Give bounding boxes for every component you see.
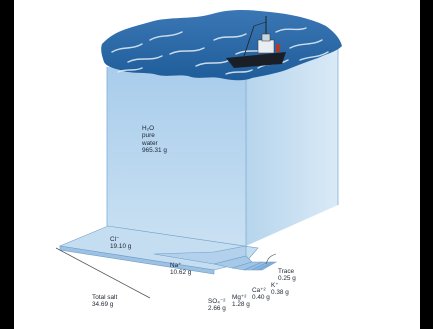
trace-name: Trace: [278, 268, 295, 275]
slab-chloride: [59, 245, 215, 275]
water-label: H₂O pure water 965.31 g: [142, 125, 167, 155]
water-name: H₂O: [142, 125, 155, 132]
water-line2: water: [142, 139, 158, 147]
potassium-label: K⁺ 0.38 g: [271, 282, 289, 297]
trace-leader: [265, 253, 277, 265]
slab-sodium: [153, 245, 247, 265]
chloride-mass: 19.10 g: [110, 243, 132, 251]
magnesium-label: Mg⁺² 1.28 g: [232, 294, 250, 309]
total-salt-label: Total salt 34.69 g: [92, 294, 117, 309]
wave-foam: [111, 27, 329, 75]
calcium-label: Ca⁺² 0.40 g: [252, 287, 270, 302]
sulfate-label: SO₄⁻² 2.66 g: [208, 298, 226, 313]
fishing-boat-icon: [226, 16, 286, 68]
sulfate-ion: SO₄⁻²: [208, 298, 226, 305]
total-salt-mass: 34.69 g: [92, 301, 114, 309]
sodium-mass: 10.62 g: [170, 269, 192, 277]
slab-trace: [256, 261, 278, 271]
water-block-side: [246, 48, 338, 246]
trace-mass: 0.25 g: [278, 275, 296, 283]
water-block-front: [107, 67, 246, 246]
water-mass: 965.31 g: [142, 147, 167, 155]
chloride-label: Cl⁻ 19.10 g: [110, 236, 131, 251]
sodium-label: Na⁺ 10.62 g: [170, 262, 191, 277]
calcium-ion: Ca⁺²: [252, 287, 266, 294]
magnesium-ion: Mg⁺²: [232, 294, 247, 301]
chloride-ion: Cl⁻: [110, 236, 120, 243]
sulfate-mass: 2.66 g: [208, 305, 226, 313]
water-line1: pure: [142, 132, 155, 140]
trace-label: Trace 0.25 g: [278, 268, 296, 283]
salt-slabs: [58, 225, 278, 275]
sodium-ion: Na⁺: [170, 262, 182, 269]
potassium-mass: 0.38 g: [271, 289, 289, 297]
calcium-mass: 0.40 g: [252, 294, 270, 302]
potassium-ion: K⁺: [271, 282, 279, 289]
magnesium-mass: 1.28 g: [232, 301, 250, 309]
total-salt-title: Total salt: [92, 294, 118, 301]
total-salt-baseline: [55, 247, 151, 299]
